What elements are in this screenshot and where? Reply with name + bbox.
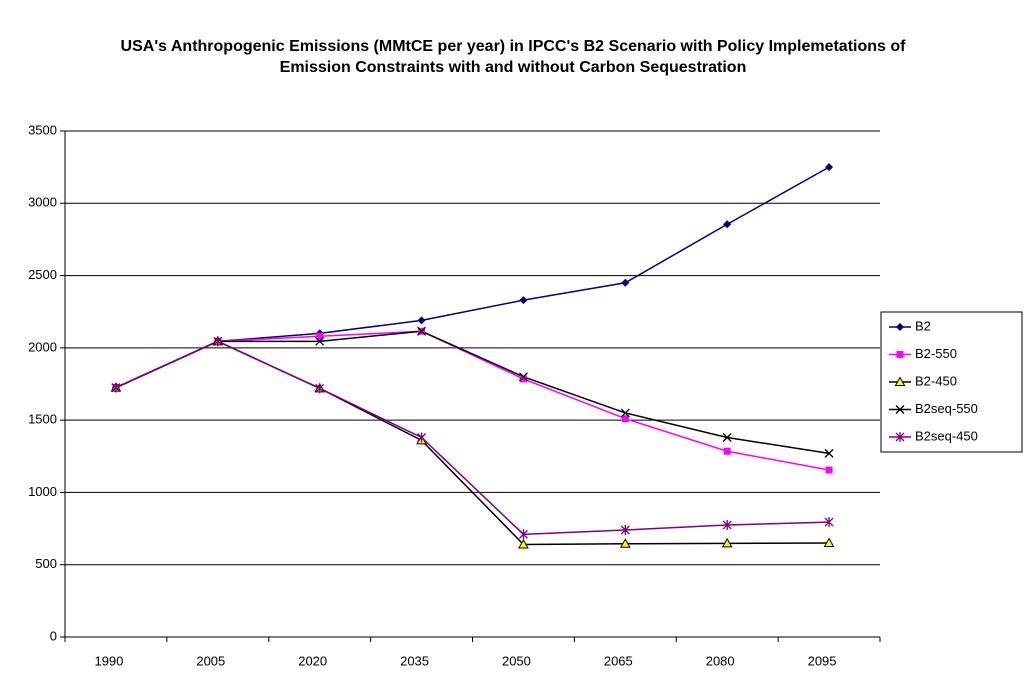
series-line: [115, 340, 830, 546]
data-point: [518, 372, 528, 382]
y-tick-label: 3000: [28, 195, 57, 210]
data-point: [722, 433, 732, 442]
legend-marker: [896, 323, 904, 331]
legend-label: B2seq-450: [915, 428, 978, 443]
data-point: [519, 375, 527, 383]
legend-label: B2seq-550: [915, 401, 978, 416]
data-point: [417, 432, 427, 443]
legend-label: B2: [915, 318, 931, 333]
data-point: [315, 383, 325, 394]
y-tick-label: 1000: [28, 484, 57, 499]
x-tick-label: 2095: [808, 653, 837, 668]
data-point: [315, 336, 325, 346]
x-tick-label: 2005: [196, 653, 225, 668]
x-tick-label: 2035: [400, 653, 429, 668]
data-point: [722, 519, 732, 530]
series-line: [115, 330, 830, 455]
legend-label: B2-550: [915, 346, 957, 361]
data-point: [721, 537, 733, 548]
legend-label: B2-450: [915, 373, 957, 388]
data-point: [824, 517, 834, 528]
legend-marker: [895, 432, 905, 442]
x-tick-label: 2080: [706, 653, 735, 668]
legend-marker: [896, 351, 904, 358]
y-tick-label: 2000: [28, 339, 57, 354]
data-point: [825, 163, 834, 172]
data-point: [620, 408, 630, 418]
data-point: [417, 326, 427, 336]
x-tick-label: 2065: [604, 653, 633, 668]
chart-title: USA's Anthropogenic Emissions (MMtCE per…: [120, 38, 906, 76]
data-point: [621, 415, 629, 423]
legend-marker: [894, 376, 906, 386]
x-tick-label: 1990: [94, 653, 123, 668]
y-tick-label: 1500: [28, 412, 57, 427]
data-point: [621, 278, 630, 287]
data-point: [518, 529, 528, 540]
data-point: [518, 538, 529, 549]
x-tick-label: 2050: [502, 653, 531, 668]
y-tick-label: 500: [35, 556, 57, 571]
y-tick-label: 3500: [28, 122, 57, 137]
data-point: [111, 382, 121, 393]
data-point: [619, 538, 631, 548]
x-tick-label: 2020: [298, 653, 327, 668]
series-line: [115, 340, 830, 536]
data-point: [825, 466, 833, 474]
data-point: [417, 316, 426, 325]
y-tick-label: 2500: [28, 267, 57, 282]
data-point: [723, 220, 732, 229]
legend-marker: [895, 405, 905, 414]
data-point: [823, 537, 835, 548]
data-point: [620, 525, 630, 536]
y-tick-label: 0: [50, 628, 57, 643]
data-point: [316, 332, 324, 340]
series-line: [115, 330, 830, 471]
data-point: [519, 296, 528, 305]
data-point: [723, 447, 731, 455]
data-point: [213, 336, 223, 347]
data-point: [824, 448, 834, 458]
